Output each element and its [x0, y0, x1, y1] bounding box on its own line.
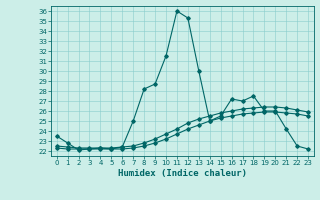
X-axis label: Humidex (Indice chaleur): Humidex (Indice chaleur)	[118, 169, 247, 178]
